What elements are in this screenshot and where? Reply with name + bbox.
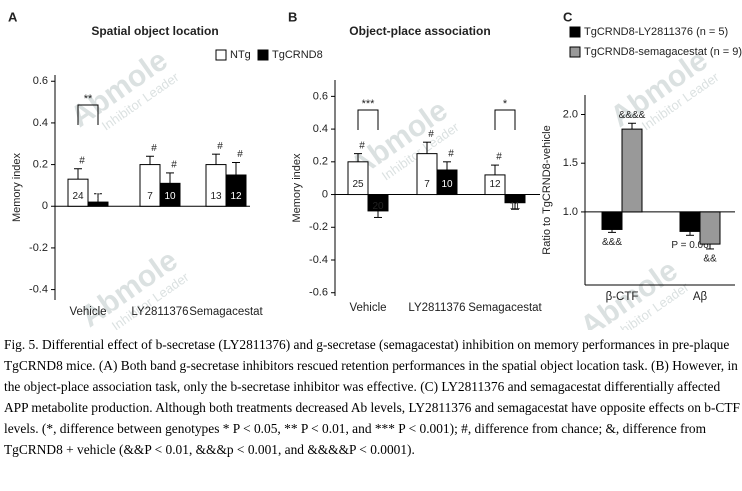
legend-swatch (569, 26, 581, 38)
x-tick-label: Vehicle (69, 306, 106, 318)
x-tick-label: Semagacestat (189, 306, 263, 318)
significance-mark: # (171, 160, 177, 171)
significance-mark: # (359, 140, 365, 151)
legend-swatch (257, 49, 269, 61)
legend-label: NTg (230, 49, 251, 61)
significance-mark: # (151, 143, 157, 154)
n-label: 22 (92, 191, 104, 202)
n-label: 24 (72, 191, 84, 202)
y-axis-label: Ratio to TgCRND8-vehicle (541, 125, 553, 254)
y-axis-label: Memory index (11, 152, 23, 222)
y-tick-label: 0.2 (33, 158, 48, 170)
y-tick-label: 0.4 (33, 117, 48, 129)
x-tick-label: LY2811376 (408, 302, 465, 314)
y-axis-label: Memory index (291, 153, 303, 223)
legend-swatch (215, 49, 227, 61)
y-tick-label: 0 (42, 200, 48, 212)
significance-mark: # (448, 148, 454, 159)
n-label: 7 (424, 179, 430, 190)
n-label: 12 (230, 191, 242, 202)
n-label: 20 (372, 201, 384, 212)
n-label: 10 (441, 179, 453, 190)
y-tick-label: -0.4 (309, 254, 328, 266)
n-label: 13 (210, 191, 222, 202)
panel-letter: B (288, 9, 297, 24)
significance-mark: # (496, 152, 502, 163)
y-tick-label: -0.2 (309, 221, 328, 233)
x-tick-label: β-CTF (606, 291, 639, 303)
legend-label: TgCRND8 (272, 49, 323, 61)
caption: Fig. 5. Differential effect of b-secreta… (4, 337, 740, 457)
significance-mark: && (703, 254, 717, 265)
n-label: 12 (489, 179, 501, 190)
bracket (494, 109, 516, 130)
x-tick-label: Aβ (693, 291, 708, 303)
significance-mark: # (217, 141, 223, 152)
significance-mark: P = 0.06 (671, 240, 709, 251)
legend-label: TgCRND8-LY2811376 (n = 5) (584, 26, 728, 38)
significance-mark: &&& (602, 237, 622, 248)
bar (87, 201, 109, 207)
y-tick-label: 0.4 (313, 123, 328, 135)
y-tick-label: -0.2 (29, 242, 48, 254)
significance-mark: &&&& (619, 110, 646, 121)
bracket-label: * (503, 98, 508, 110)
y-tick-label: 0.2 (313, 156, 328, 168)
significance-mark: # (237, 149, 243, 160)
legend-label: TgCRND8-semagacestat (n = 9) (584, 46, 742, 58)
bracket-label: ** (84, 93, 93, 105)
y-tick-label: 0 (322, 188, 328, 200)
panel-letter: A (8, 9, 18, 24)
bracket (77, 104, 99, 125)
y-tick-label: 0.6 (313, 90, 328, 102)
bracket-label: *** (362, 98, 376, 110)
n-label: 7 (147, 191, 153, 202)
bar (699, 211, 721, 245)
y-tick-label: -0.6 (309, 287, 328, 299)
significance-mark: # (79, 155, 85, 166)
y-tick-label: -0.4 (29, 283, 48, 295)
x-tick-label: Semagacestat (468, 302, 542, 314)
n-label: 25 (352, 179, 364, 190)
bar (679, 211, 701, 232)
y-tick-label: 2.0 (563, 108, 578, 120)
y-tick-label: 1.5 (563, 157, 578, 169)
panel-letter: C (563, 9, 573, 24)
y-tick-label: 1.0 (563, 206, 578, 218)
n-label: 10 (164, 191, 176, 202)
panel-title: Spatial object location (91, 24, 218, 38)
x-tick-label: LY2811376 (131, 306, 188, 318)
panel-title: Object-place association (349, 24, 490, 38)
n-label: 11 (510, 201, 521, 212)
significance-mark: # (428, 129, 434, 140)
bar (601, 211, 623, 230)
bar (621, 128, 643, 213)
bracket (357, 109, 379, 130)
x-tick-label: Vehicle (349, 302, 386, 314)
y-tick-label: 0.6 (33, 75, 48, 87)
legend-swatch (569, 46, 581, 58)
